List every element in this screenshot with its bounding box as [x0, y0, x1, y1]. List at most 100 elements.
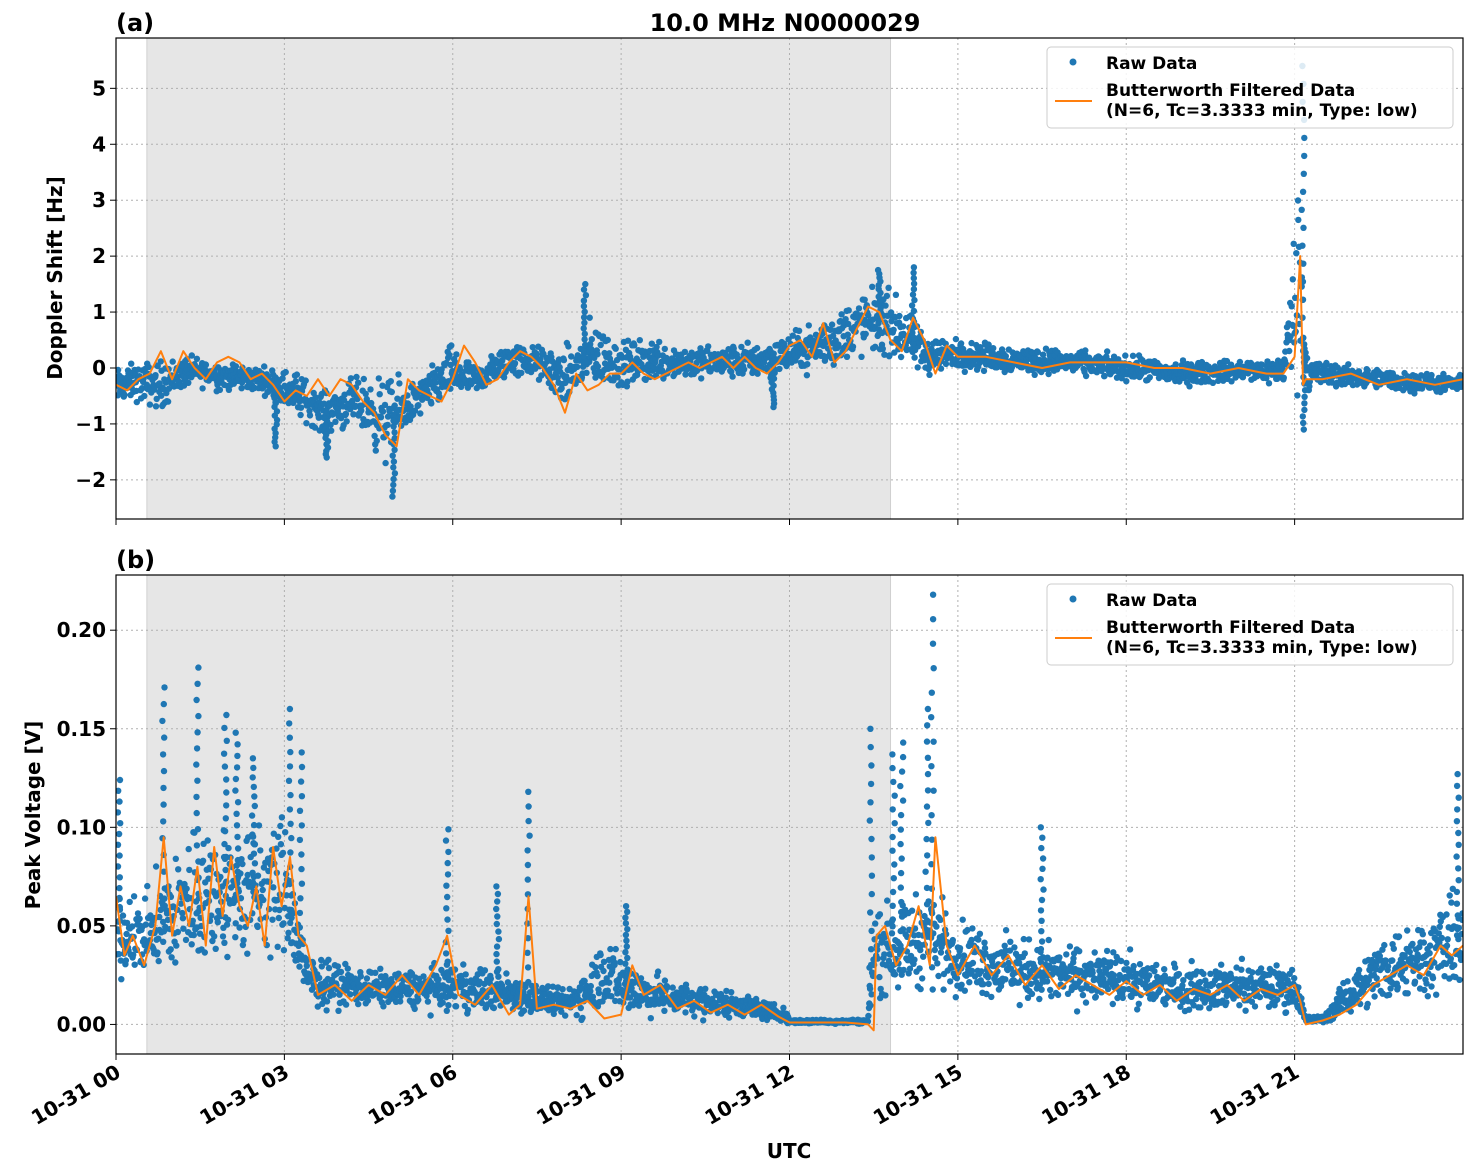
panel-b-raw-point	[1027, 980, 1035, 987]
panel-b-raw-point	[661, 977, 669, 984]
panel-b-raw-point	[592, 964, 599, 971]
panel-a-raw-point	[586, 314, 593, 321]
panel-b-raw-point	[179, 915, 187, 922]
panel-a-raw-point	[362, 390, 369, 397]
panel-a-raw-point	[347, 375, 355, 382]
panel-b-raw-point	[259, 886, 266, 894]
panel-b-raw-point	[968, 936, 975, 944]
panel-a-legend: Raw Data Butterworth Filtered Data (N=6, …	[1046, 46, 1454, 129]
panel-b-raw-point	[617, 958, 624, 966]
panel-b-raw-point	[134, 910, 142, 917]
panel-a-raw-point	[544, 358, 551, 365]
panel-a-raw-spike-point	[582, 341, 589, 349]
panel-a-raw-spike-point	[580, 325, 587, 332]
panel-a-raw-point	[436, 393, 443, 400]
panel-b-raw-point	[1161, 966, 1168, 973]
panel-a-raw-point	[554, 374, 561, 381]
panel-b-raw-point	[318, 956, 325, 964]
panel-a-raw-point	[980, 367, 988, 375]
panel-b-raw-point	[296, 963, 303, 970]
panel-b-raw-point	[608, 993, 615, 1000]
panel-a-raw-point	[849, 343, 857, 350]
panel-b-raw-point	[196, 930, 204, 937]
panel-b-raw-point	[920, 953, 927, 960]
panel-b-raw-point	[1193, 995, 1200, 1003]
panel-b-raw-point	[160, 938, 167, 945]
panel-a-raw-spike-point	[390, 481, 397, 489]
panel-b-raw-point	[303, 957, 310, 965]
panel-b-raw-point	[1025, 936, 1033, 943]
panel-a-raw-point	[141, 392, 148, 400]
panel-a-raw-point	[1293, 250, 1300, 257]
panel-b-raw-point	[964, 926, 971, 934]
panel-b-raw-point	[1002, 927, 1010, 934]
panel-b-raw-point	[269, 916, 276, 923]
panel-a-raw-point	[1034, 349, 1042, 356]
panel-b-raw-point	[885, 957, 893, 965]
panel-b-raw-point	[1223, 999, 1230, 1006]
panel-b-raw-point	[1177, 1003, 1184, 1010]
panel-b-raw-point	[1089, 969, 1096, 977]
panel-a-raw-point	[150, 386, 158, 393]
panel-b-raw-point	[274, 943, 281, 950]
panel-a-raw-point	[367, 386, 374, 393]
panel-a-raw-point	[499, 357, 506, 364]
panel-b-raw-point	[244, 871, 251, 879]
panel-b-raw-point	[1024, 994, 1032, 1001]
panel-b-raw-point	[1091, 949, 1098, 956]
panel-b-raw-point	[342, 1001, 350, 1008]
panel-b-raw-point	[1162, 1001, 1169, 1008]
panel-a-legend-raw-marker	[1069, 58, 1077, 66]
panel-b-raw-point	[123, 919, 131, 927]
panel-b-raw-point	[1038, 986, 1045, 993]
panel-a-raw-point	[897, 353, 905, 361]
panel-a-raw-point	[640, 353, 647, 360]
panel-b-raw-point	[1028, 990, 1036, 998]
panel-b-raw-point	[635, 1002, 643, 1009]
panel-b-raw-point	[377, 965, 384, 972]
panel-b-raw-point	[983, 990, 990, 998]
panel-b-raw-point	[189, 917, 196, 924]
panel-b-raw-point	[383, 980, 391, 987]
panel-a-raw-point	[1082, 372, 1090, 380]
panel-b-raw-point	[573, 1011, 580, 1019]
panel-b-raw-point	[280, 920, 287, 927]
panel-b-raw-point	[201, 949, 208, 956]
panel-b-raw-point	[1044, 978, 1051, 985]
panel-a-legend-box	[1046, 46, 1454, 129]
panel-b-raw-point	[1005, 959, 1012, 967]
panel-a-raw-point	[355, 379, 362, 386]
panel-b-raw-point	[144, 882, 151, 890]
panel-a-raw-point	[391, 402, 398, 409]
panel-a-raw-point	[822, 353, 830, 361]
panel-b-raw-point	[221, 939, 228, 946]
panel-a-raw-point	[896, 312, 903, 320]
panel-a-raw-point	[592, 374, 599, 381]
panel-b-raw-point	[1196, 978, 1204, 986]
panel-a-raw-point	[152, 372, 159, 379]
panel-b-raw-point	[780, 1004, 787, 1011]
panel-b-raw-point	[940, 986, 947, 993]
panel-a-raw-point	[656, 338, 663, 346]
panel-a-raw-point	[158, 392, 165, 399]
panel-b-raw-point	[372, 969, 379, 976]
panel-b-raw-point	[254, 872, 262, 879]
panel-a-raw-point	[599, 333, 607, 340]
panel-a-raw-point	[358, 407, 365, 414]
panel-b-raw-point	[186, 866, 193, 874]
panel-b-raw-point	[559, 986, 566, 993]
panel-b-raw-point	[882, 992, 889, 999]
panel-b-raw-point	[1079, 991, 1087, 999]
panel-a-raw-spike-point	[582, 280, 589, 288]
panel-b-raw-point	[451, 993, 458, 1000]
panel-a-raw-point	[985, 341, 992, 348]
panel-a-raw-spike-point	[391, 429, 398, 436]
panel-a-raw-point	[152, 403, 160, 410]
panel-b-raw-point	[1063, 951, 1070, 958]
panel-b-raw-point	[1207, 970, 1214, 977]
panel-b-raw-point	[1021, 950, 1028, 957]
panel-b-raw-point	[520, 1007, 528, 1014]
panel-b-raw-point	[894, 984, 902, 991]
panel-a-raw-point	[845, 307, 852, 314]
panel-b-raw-point	[956, 945, 964, 952]
